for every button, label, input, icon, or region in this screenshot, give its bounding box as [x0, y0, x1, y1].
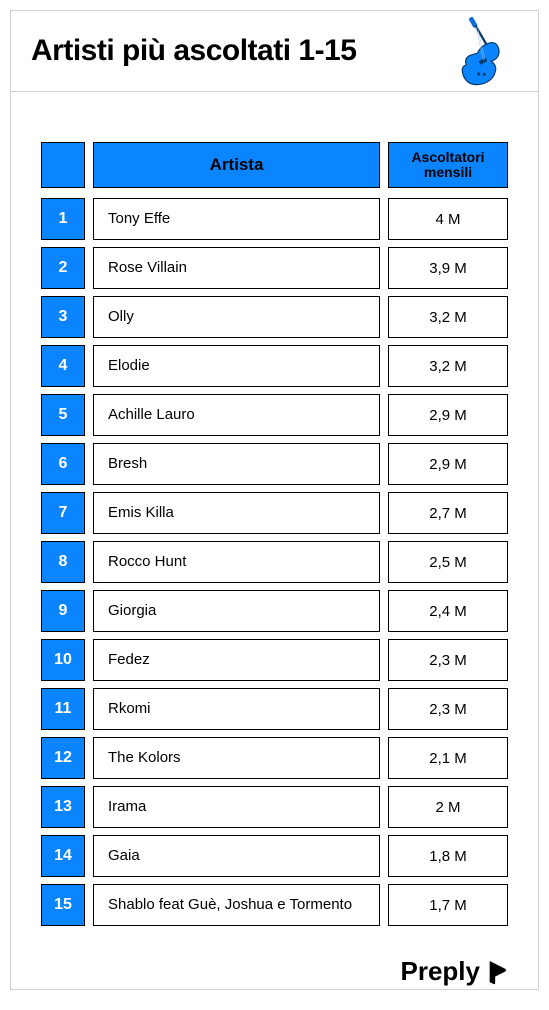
header-listeners-cell: Ascoltatori mensili	[388, 142, 508, 188]
table-row: 15Shablo feat Guè, Joshua e Tormento1,7 …	[41, 884, 508, 926]
brand-text: Preply	[401, 956, 481, 987]
artist-cell: Emis Killa	[93, 492, 380, 534]
listeners-cell: 2,9 M	[388, 394, 508, 436]
rank-cell: 7	[41, 492, 85, 534]
rank-cell: 4	[41, 345, 85, 387]
listeners-cell: 4 M	[388, 198, 508, 240]
listeners-cell: 1,7 M	[388, 884, 508, 926]
listeners-cell: 1,8 M	[388, 835, 508, 877]
rank-cell: 11	[41, 688, 85, 730]
rank-cell: 15	[41, 884, 85, 926]
table-rows: 1Tony Effe4 M 2Rose Villain3,9 M 3Olly3,2 …	[41, 198, 508, 926]
table-row: 7Emis Killa2,7 M	[41, 492, 508, 534]
artist-cell: Gaia	[93, 835, 380, 877]
artist-cell: Irama	[93, 786, 380, 828]
table-area: Artista Ascoltatori mensili 1Tony Effe4 …	[11, 92, 538, 946]
listeners-cell: 2,5 M	[388, 541, 508, 583]
listeners-cell: 2,4 M	[388, 590, 508, 632]
artist-cell: Rkomi	[93, 688, 380, 730]
artist-cell: Tony Effe	[93, 198, 380, 240]
listeners-cell: 2,1 M	[388, 737, 508, 779]
listeners-cell: 3,2 M	[388, 345, 508, 387]
table-row: 5Achille Lauro2,9 M	[41, 394, 508, 436]
footer: Preply	[11, 946, 538, 1005]
rank-cell: 6	[41, 443, 85, 485]
page-title: Artisti più ascoltati 1-15	[31, 34, 356, 68]
rank-cell: 2	[41, 247, 85, 289]
table-row: 11Rkomi2,3 M	[41, 688, 508, 730]
table-header-row: Artista Ascoltatori mensili	[41, 142, 508, 188]
table-row: 6Bresh2,9 M	[41, 443, 508, 485]
artist-cell: Fedez	[93, 639, 380, 681]
guitar-icon	[438, 11, 518, 91]
table-row: 12The Kolors2,1 M	[41, 737, 508, 779]
listeners-cell: 2,3 M	[388, 639, 508, 681]
table-row: 14Gaia1,8 M	[41, 835, 508, 877]
rank-cell: 10	[41, 639, 85, 681]
listeners-cell: 2 M	[388, 786, 508, 828]
rank-cell: 5	[41, 394, 85, 436]
header-rank-cell	[41, 142, 85, 188]
artist-cell: Bresh	[93, 443, 380, 485]
artist-cell: Giorgia	[93, 590, 380, 632]
artist-cell: Shablo feat Guè, Joshua e Tormento	[93, 884, 380, 926]
brand-logo: Preply	[401, 956, 509, 987]
rank-cell: 3	[41, 296, 85, 338]
rank-cell: 8	[41, 541, 85, 583]
rank-cell: 1	[41, 198, 85, 240]
artist-cell: Achille Lauro	[93, 394, 380, 436]
table-row: 9Giorgia2,4 M	[41, 590, 508, 632]
infographic-card: Artisti più ascoltati 1-15 Artista Asco	[10, 10, 539, 990]
listeners-cell: 2,9 M	[388, 443, 508, 485]
table-row: 4Elodie3,2 M	[41, 345, 508, 387]
artist-cell: The Kolors	[93, 737, 380, 779]
artist-cell: Rose Villain	[93, 247, 380, 289]
artist-cell: Elodie	[93, 345, 380, 387]
listeners-cell: 2,7 M	[388, 492, 508, 534]
table-row: 13Irama2 M	[41, 786, 508, 828]
table-row: 8Rocco Hunt2,5 M	[41, 541, 508, 583]
table-row: 1Tony Effe4 M	[41, 198, 508, 240]
artist-cell: Rocco Hunt	[93, 541, 380, 583]
rank-cell: 9	[41, 590, 85, 632]
listeners-cell: 2,3 M	[388, 688, 508, 730]
table-row: 3Olly3,2 M	[41, 296, 508, 338]
table-row: 2Rose Villain3,9 M	[41, 247, 508, 289]
rank-cell: 12	[41, 737, 85, 779]
rank-cell: 13	[41, 786, 85, 828]
listeners-cell: 3,2 M	[388, 296, 508, 338]
rank-cell: 14	[41, 835, 85, 877]
brand-mark-icon	[486, 959, 508, 985]
table-row: 10Fedez2,3 M	[41, 639, 508, 681]
header: Artisti più ascoltati 1-15	[11, 11, 538, 92]
listeners-cell: 3,9 M	[388, 247, 508, 289]
artist-cell: Olly	[93, 296, 380, 338]
header-artist-cell: Artista	[93, 142, 380, 188]
